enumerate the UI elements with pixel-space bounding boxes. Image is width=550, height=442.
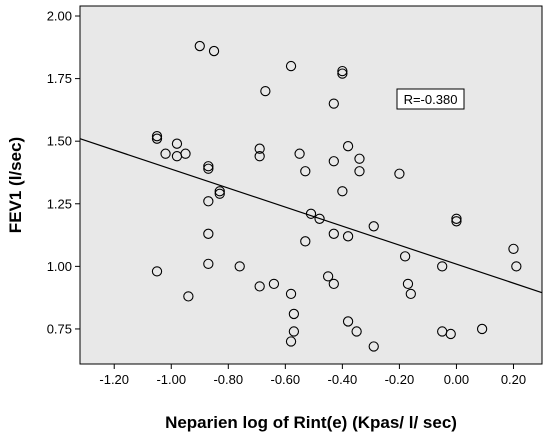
- x-tick-label: 0.00: [444, 372, 469, 387]
- y-axis-ticks: 0.75 1.00 1.25 1.50 1.75 2.00: [47, 9, 80, 336]
- x-axis-title: Neparien log of Rint(e) (Kpas/ l/ sec): [165, 413, 457, 432]
- data-point: [322, 271, 334, 282]
- data-point: [399, 251, 411, 262]
- data-point: [294, 148, 305, 159]
- y-tick-label: 2.00: [47, 9, 72, 24]
- data-point: [160, 148, 171, 159]
- y-axis-title: FEV1 (l/sec): [6, 137, 25, 233]
- y-tick-label: 1.00: [47, 259, 72, 274]
- r-annotation-text: R=-0.380: [404, 92, 458, 107]
- data-point: [203, 196, 214, 207]
- data-point: [328, 278, 339, 290]
- data-point: [194, 40, 205, 52]
- data-point: [337, 186, 348, 197]
- data-point: [508, 243, 519, 254]
- data-point: [354, 153, 365, 164]
- data-point: [451, 213, 462, 224]
- data-point: [260, 85, 271, 97]
- data-point: [254, 151, 265, 162]
- data-point: [351, 326, 362, 337]
- data-point: [288, 326, 300, 337]
- data-point: [203, 258, 214, 270]
- data-point: [285, 60, 297, 72]
- data-point: [203, 163, 214, 174]
- data-point: [234, 261, 245, 272]
- data-point: [342, 231, 354, 242]
- data-point: [151, 131, 163, 142]
- x-tick-label: -0.40: [328, 372, 358, 387]
- data-point: [285, 288, 297, 300]
- data-point: [337, 68, 348, 79]
- r-annotation-box: [396, 88, 465, 110]
- data-point: [402, 278, 414, 290]
- data-point: [476, 323, 488, 335]
- x-tick-label: -0.60: [271, 372, 301, 387]
- data-point: [151, 266, 163, 277]
- data-point: [394, 168, 405, 179]
- data-point: [151, 133, 163, 144]
- x-axis-ticks: -1.20 -1.00 -0.80 -0.60 -0.40 -0.20 0.00 0.20: [99, 364, 526, 387]
- data-point: [405, 288, 416, 300]
- data-point: [203, 228, 214, 239]
- data-point: [368, 221, 379, 232]
- r-annotation: R=-0.380: [396, 88, 465, 110]
- x-tick-label: -1.00: [156, 372, 186, 387]
- data-point: [337, 65, 348, 77]
- data-points: [151, 40, 522, 352]
- data-point: [368, 341, 379, 352]
- data-point: [285, 336, 297, 347]
- data-point: [437, 261, 448, 272]
- regression-line: [79, 138, 543, 294]
- data-point: [314, 213, 325, 224]
- data-point: [445, 328, 456, 340]
- x-tick-label: -1.20: [99, 372, 129, 387]
- data-point: [288, 308, 300, 320]
- data-point: [300, 166, 311, 177]
- data-point: [268, 278, 280, 290]
- data-point: [511, 261, 522, 272]
- data-point: [328, 98, 339, 109]
- data-point: [203, 161, 214, 172]
- data-point: [254, 281, 265, 292]
- y-tick-label: 1.25: [47, 196, 72, 211]
- data-point: [214, 186, 225, 197]
- data-point: [300, 236, 311, 247]
- data-point: [214, 188, 225, 199]
- data-point: [342, 316, 354, 327]
- data-point: [208, 45, 220, 57]
- data-point: [328, 228, 339, 239]
- y-tick-label: 1.75: [47, 71, 72, 86]
- data-point: [183, 291, 194, 302]
- data-point: [328, 156, 339, 167]
- y-tick-label: 0.75: [47, 321, 72, 336]
- y-tick-label: 1.50: [47, 134, 72, 149]
- x-tick-label: -0.80: [213, 372, 243, 387]
- data-point: [180, 148, 191, 159]
- data-point: [171, 138, 183, 149]
- x-tick-label: -0.20: [385, 372, 415, 387]
- x-tick-label: 0.20: [501, 372, 526, 387]
- data-point: [451, 216, 462, 227]
- data-point: [354, 166, 365, 177]
- data-point: [342, 141, 354, 152]
- data-point: [254, 143, 265, 154]
- plot-area: [79, 5, 543, 365]
